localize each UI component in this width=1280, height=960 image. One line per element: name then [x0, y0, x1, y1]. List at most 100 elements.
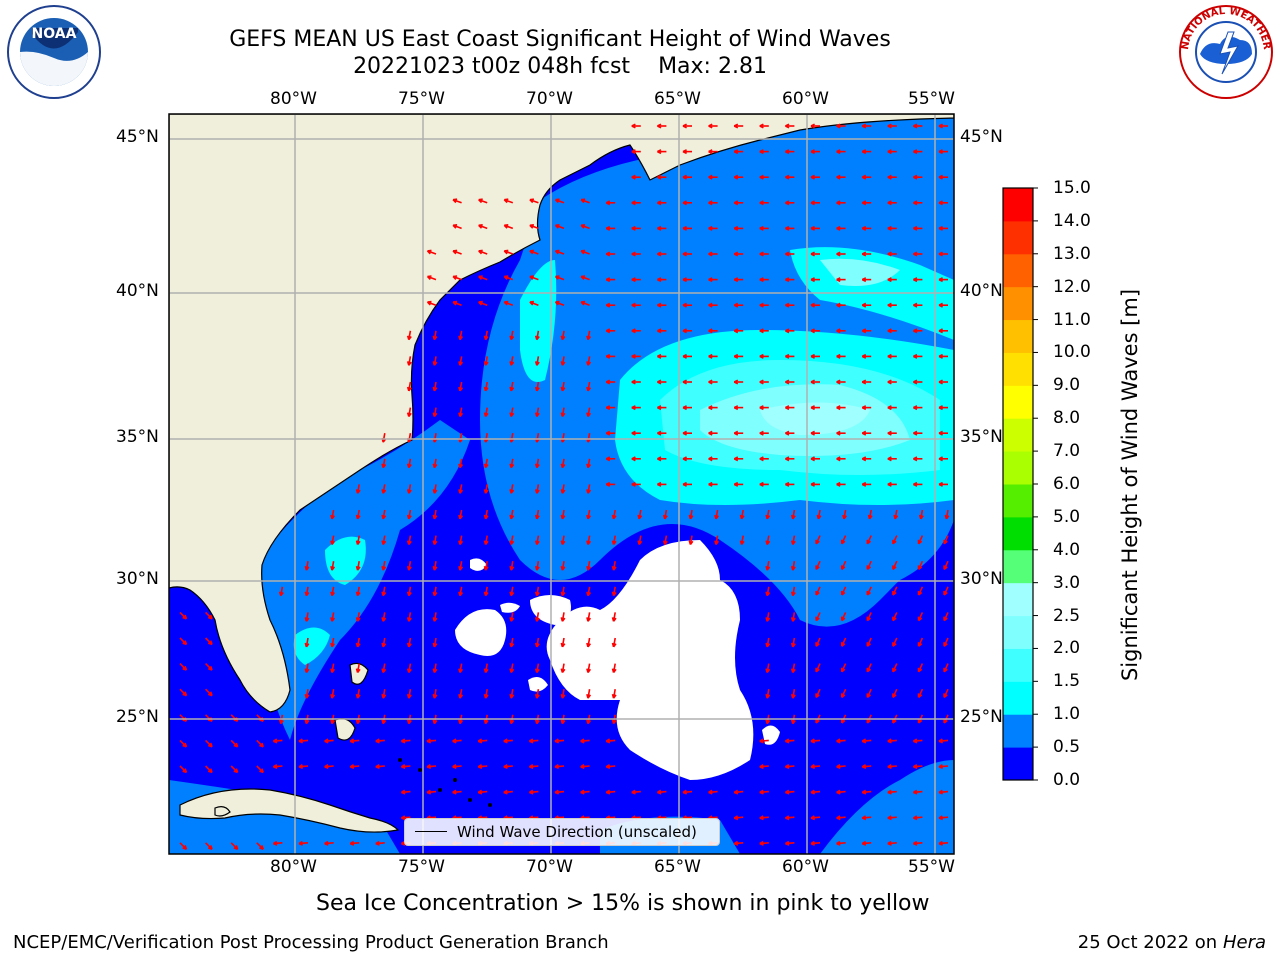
wave-arrow-head	[503, 224, 509, 229]
wave-arrow-head	[560, 412, 566, 417]
wave-arrow-head	[836, 379, 841, 385]
wave-arrow-head	[330, 591, 336, 597]
wave-arrow-head	[426, 249, 432, 255]
wave-arrow-head	[483, 565, 489, 571]
wave-arrow-head	[611, 642, 617, 648]
wave-arrow-head	[529, 300, 534, 306]
wave-arrow-head	[330, 693, 336, 699]
wave-arrow-head	[943, 642, 948, 647]
lon-label-bottom-60w: 60°W	[782, 857, 829, 877]
wave-arrow-head	[861, 405, 867, 411]
wave-arrow-head	[861, 379, 867, 385]
wave-arrow-head	[207, 845, 213, 850]
wave-arrow-head	[554, 224, 560, 229]
wave-arrow-head	[182, 742, 188, 748]
wave-arrow-head	[605, 251, 611, 257]
wave-arrow-head	[836, 481, 841, 487]
wave-arrow-head	[554, 764, 560, 770]
wave-arrow-head	[938, 840, 944, 846]
wave-arrow-head	[810, 430, 815, 436]
wave-arrow-head	[785, 328, 790, 334]
wave-arrow-head	[580, 249, 586, 255]
wave-arrow-head	[182, 768, 188, 774]
wave-arrow-head	[324, 840, 329, 846]
colorbar-swatch	[1003, 681, 1033, 715]
wave-arrow-head	[836, 174, 841, 180]
lon-label-bottom-75w: 75°W	[398, 857, 445, 877]
wave-arrow-head	[912, 738, 918, 744]
lat-label-right-45n: 45°N	[960, 127, 1003, 147]
wave-arrow-head	[733, 123, 739, 129]
wave-arrow-head	[913, 328, 918, 334]
wave-arrow-head	[708, 430, 713, 436]
colorbar-label: 2.0	[1053, 638, 1081, 659]
wave-arrow-head	[432, 668, 438, 673]
wave-arrow-head	[887, 456, 892, 462]
wave-arrow-head	[483, 463, 489, 469]
wave-arrow-head	[406, 591, 412, 597]
colorbar-label: 12.0	[1053, 276, 1091, 297]
wave-arrow-head	[400, 764, 406, 770]
wave-arrow-head	[375, 764, 380, 770]
wave-arrow-head	[483, 489, 489, 494]
wave-arrow-head	[452, 224, 458, 229]
wave-arrow-head	[432, 719, 438, 725]
wave-arrow-head	[580, 275, 586, 280]
wave-arrow-head	[657, 251, 662, 257]
wave-arrow-head	[917, 590, 923, 596]
wave-arrow-head	[887, 277, 892, 283]
wave-arrow-head	[887, 251, 892, 257]
wave-arrow-head	[657, 405, 662, 411]
wave-arrow-head	[452, 764, 457, 770]
wave-arrow-head	[259, 742, 264, 748]
host-name: Hera	[1222, 932, 1266, 953]
wave-arrow-head	[840, 667, 846, 673]
wave-arrow-head	[534, 514, 540, 520]
wave-arrow-head	[355, 591, 361, 597]
sea-ice-note: Sea Ice Concentration > 15% is shown in …	[316, 891, 930, 916]
wave-arrow-head	[785, 481, 790, 487]
wave-arrow-head	[938, 738, 944, 744]
wave-arrow-head	[759, 738, 764, 744]
wave-arrow-head	[182, 691, 188, 697]
wave-arrow-head	[611, 719, 617, 725]
wave-arrow-head	[330, 719, 336, 725]
wave-arrow-head	[759, 815, 764, 821]
wave-arrow-head	[534, 642, 540, 648]
lat-label-right-35n: 35°N	[960, 427, 1003, 447]
wave-arrow-head	[861, 789, 867, 795]
wave-arrow-head	[759, 430, 764, 436]
wave-arrow-head	[708, 174, 713, 180]
wave-arrow-head	[477, 738, 483, 744]
wave-arrow-head	[631, 277, 636, 283]
wave-arrow-head	[913, 481, 918, 487]
colorbar-label: 9.0	[1053, 375, 1081, 396]
wave-arrow-head	[892, 693, 897, 699]
wave-arrow-head	[458, 386, 464, 392]
wave-arrow-head	[304, 565, 310, 571]
wave-arrow-head	[586, 463, 592, 469]
wave-arrow-head	[918, 514, 924, 520]
wave-arrow-head	[304, 591, 310, 597]
wave-arrow-head	[657, 456, 662, 462]
wave-arrow-head	[861, 764, 867, 770]
colorbar-label: 14.0	[1053, 210, 1091, 231]
wave-arrow-head	[815, 590, 820, 596]
wave-arrow-head	[733, 789, 739, 795]
wave-arrow-head	[708, 251, 713, 257]
wave-arrow-head	[400, 789, 406, 795]
colorbar-swatch	[1003, 648, 1033, 682]
wave-arrow-head	[913, 430, 918, 436]
colorbar-swatch	[1003, 418, 1033, 452]
wave-arrow-head	[708, 789, 713, 795]
wave-arrow-head	[298, 840, 304, 846]
wave-arrow-head	[816, 514, 822, 520]
wave-arrow-head	[304, 642, 310, 648]
wave-arrow-head	[938, 174, 943, 180]
wave-arrow-head	[913, 302, 918, 308]
wave-arrow-head	[785, 379, 790, 385]
wave-arrow-head	[785, 251, 790, 257]
wave-arrow-head	[458, 463, 464, 469]
wave-arrow-head	[887, 174, 892, 180]
wave-arrow-head	[554, 198, 560, 204]
